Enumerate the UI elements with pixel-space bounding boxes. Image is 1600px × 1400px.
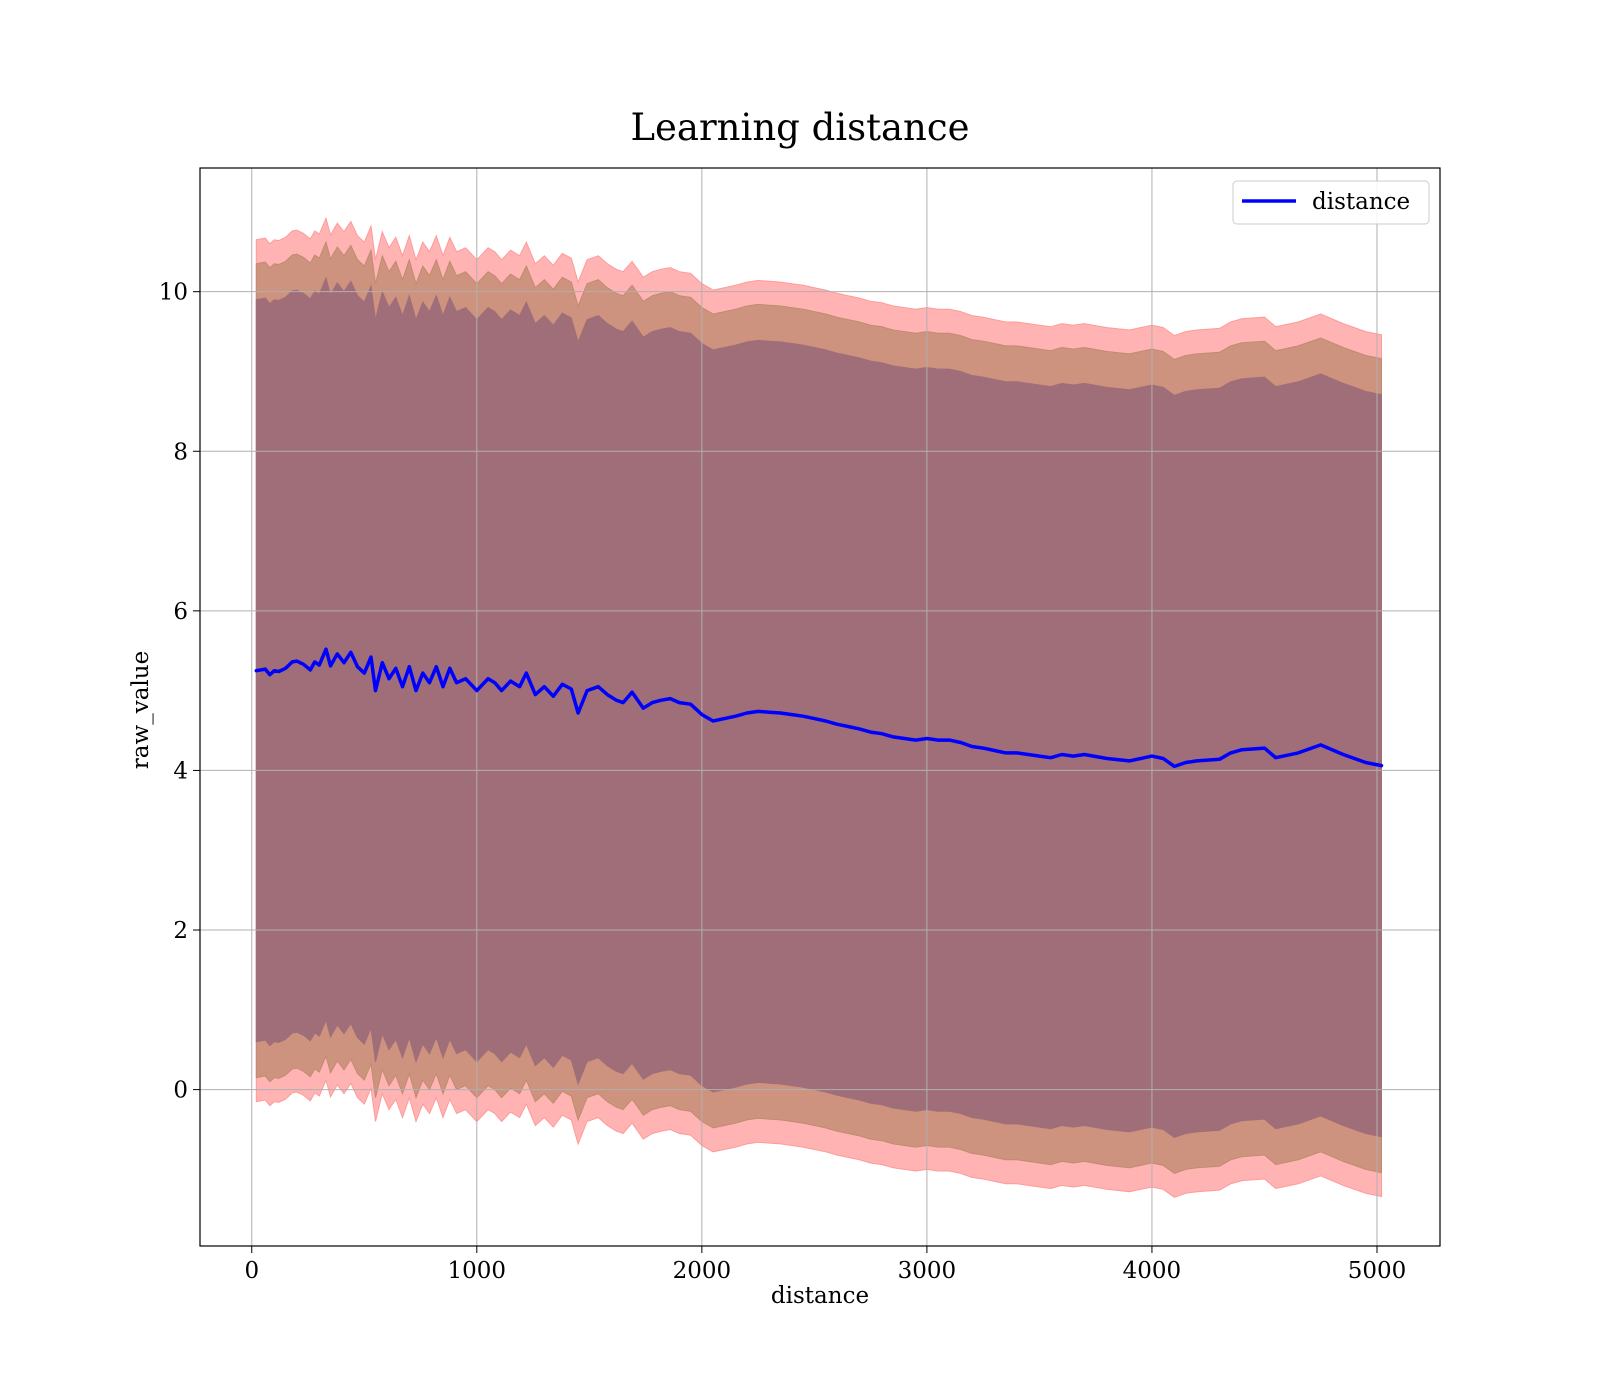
y-tick-label: 0 (173, 1078, 188, 1104)
y-axis-label: raw_value (128, 651, 154, 769)
y-tick-label: 10 (159, 280, 188, 306)
legend-label-distance: distance (1312, 189, 1410, 215)
y-tick-label: 2 (173, 918, 188, 944)
x-tick-label: 2000 (673, 1258, 732, 1284)
series-line-distance (254, 647, 1384, 769)
chart-title: Learning distance (630, 106, 969, 149)
x-tick-label: 1000 (448, 1258, 507, 1284)
x-tick-label: 0 (244, 1258, 259, 1284)
axes-frame (199, 167, 1441, 1247)
legend-box (1232, 180, 1430, 225)
x-tick-label: 3000 (898, 1258, 957, 1284)
x-axis-label: distance (771, 1283, 869, 1309)
legend: distance (1232, 180, 1430, 225)
plot-area: 0 1000 2000 3000 4000 5000 0 2 4 6 8 10 distance (159, 167, 1441, 1284)
x-tick-label: 4000 (1123, 1258, 1182, 1284)
y-tick-label: 8 (173, 439, 188, 465)
x-tick-label: 5000 (1348, 1258, 1407, 1284)
y-tick-label: 6 (173, 599, 188, 625)
band-inner (255, 276, 1382, 1139)
y-tick-label: 4 (173, 758, 188, 784)
